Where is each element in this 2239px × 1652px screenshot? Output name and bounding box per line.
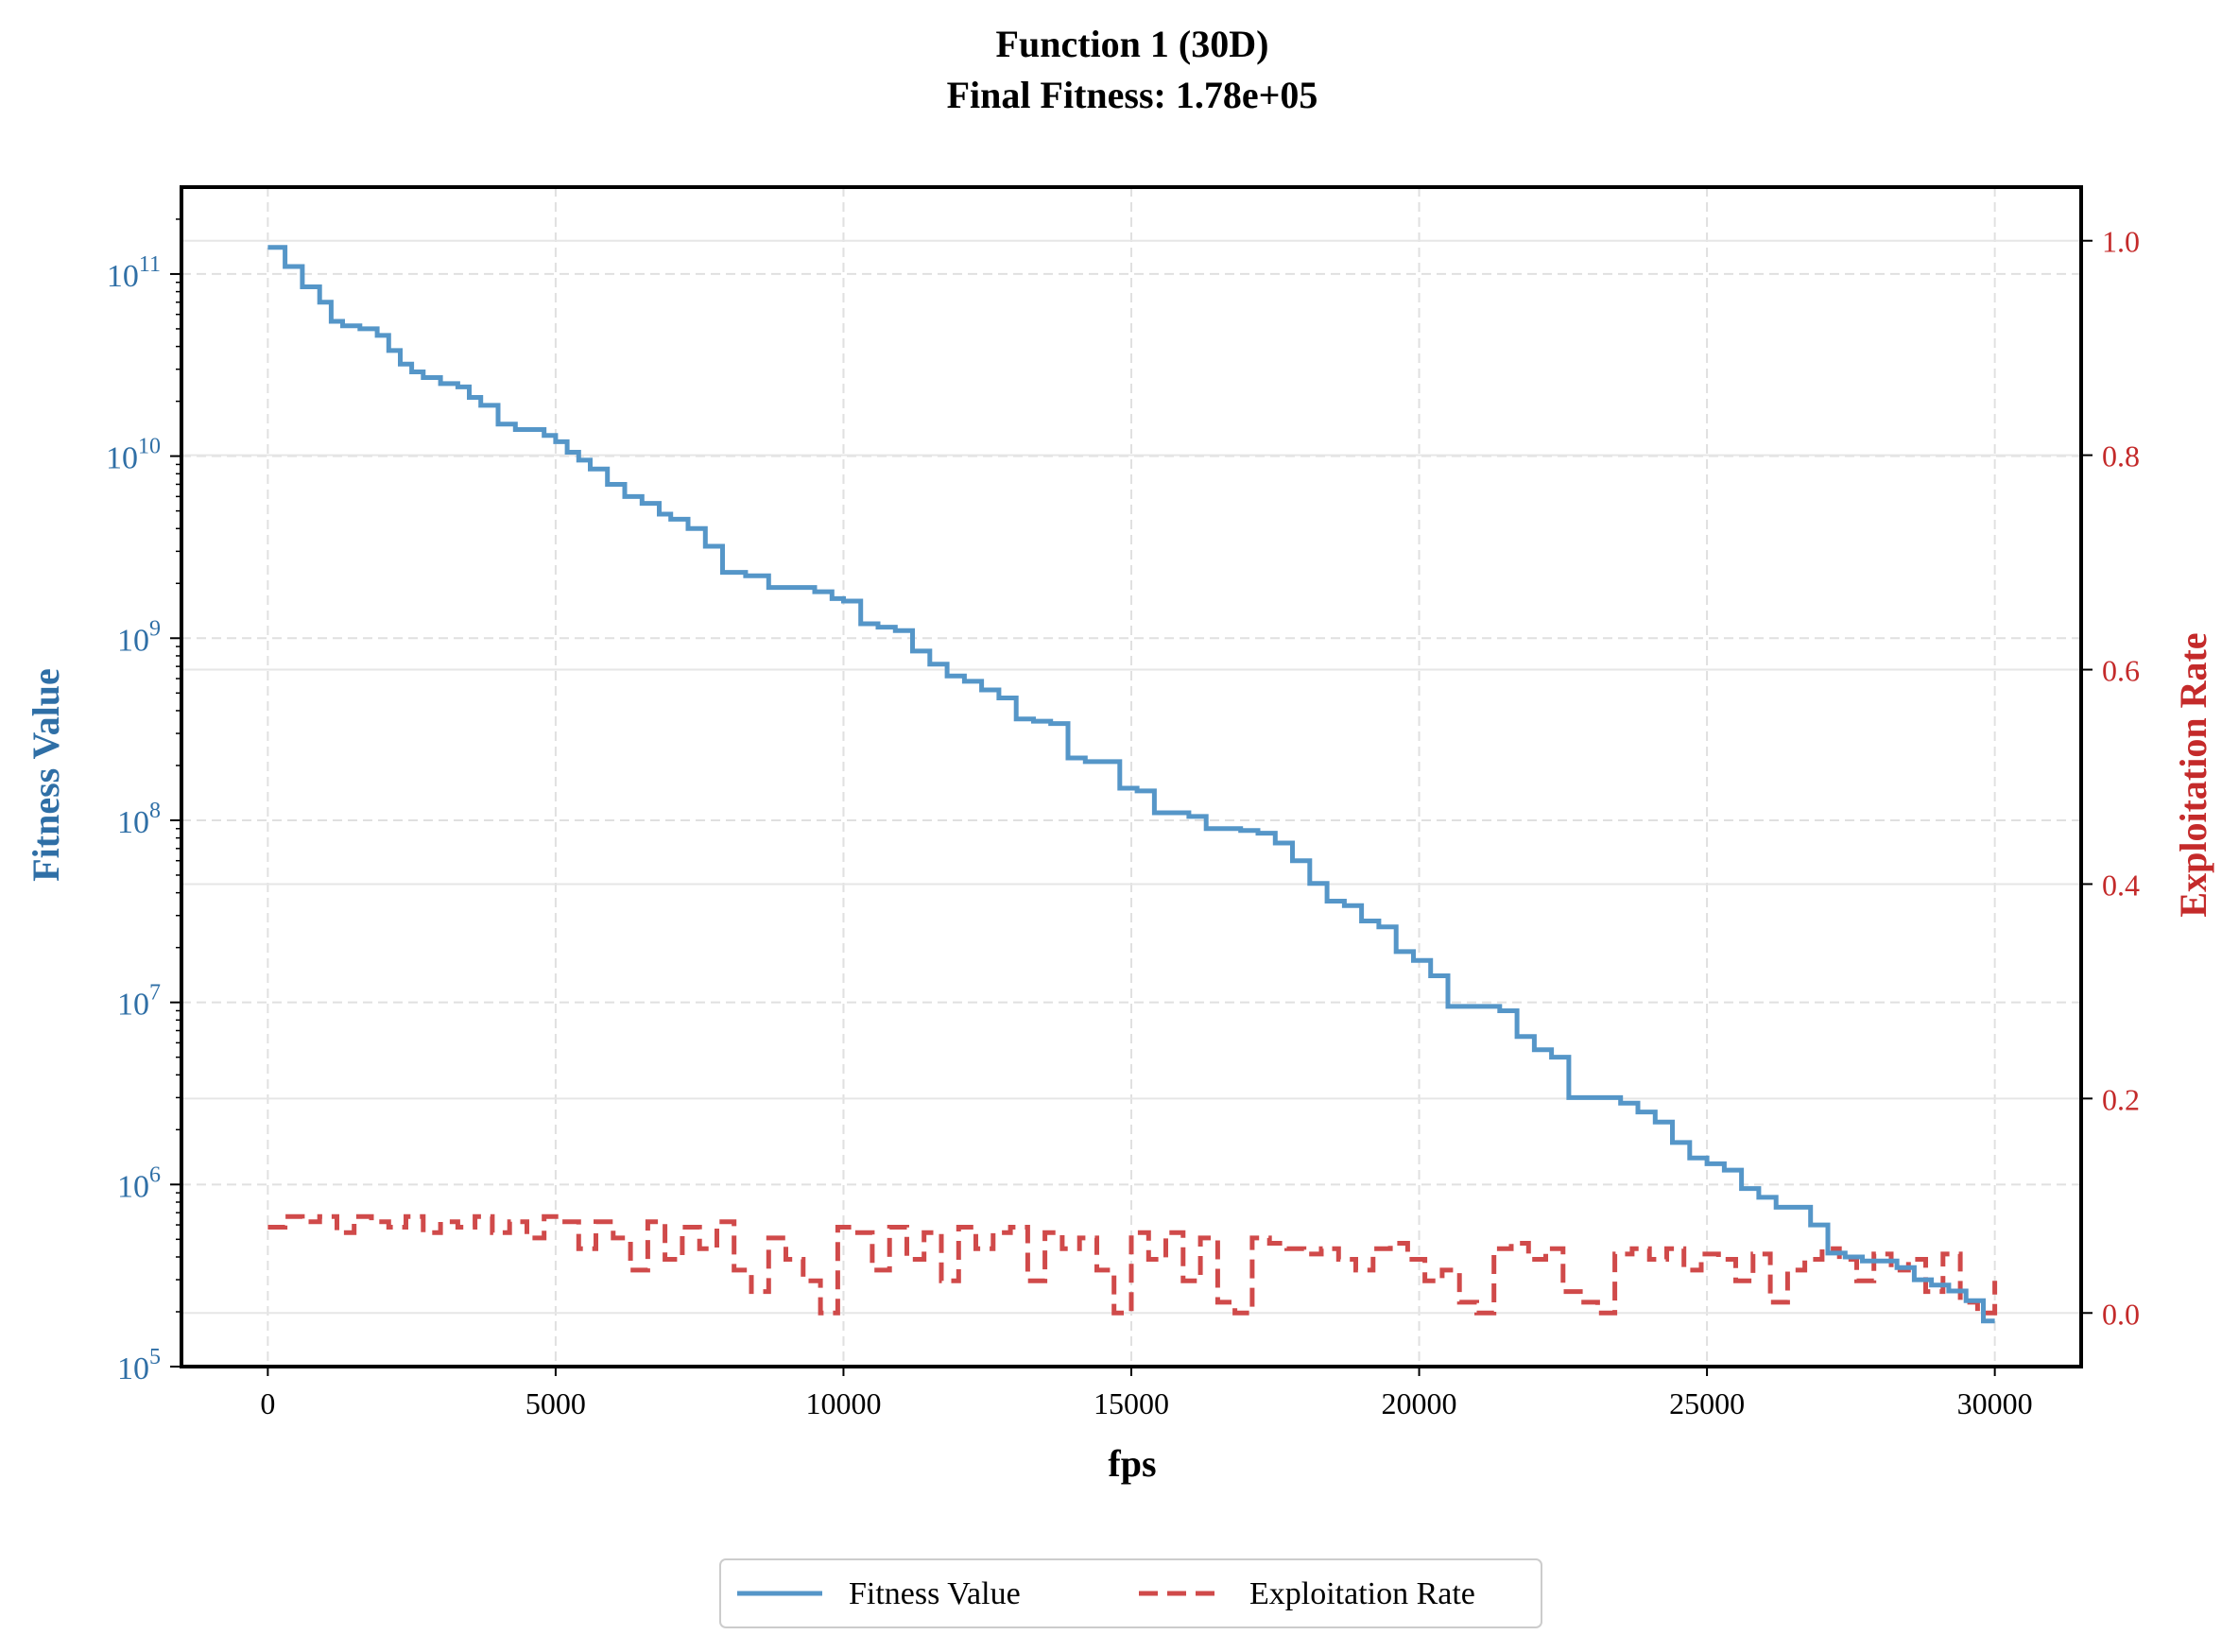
chart-title: Function 1 (30D)	[996, 23, 1269, 65]
series-lines	[267, 245, 1998, 1324]
x-tick-label: 30000	[1957, 1386, 2033, 1420]
x-tick-label: 5000	[525, 1386, 586, 1420]
legend-exploitation-label: Exploitation Rate	[1249, 1576, 1475, 1611]
right-tick-label: 0.2	[2102, 1082, 2140, 1116]
x-tick-label: 25000	[1669, 1386, 1745, 1420]
x-axis-label: fps	[1108, 1442, 1156, 1485]
left-axis-label: Fitness Value	[25, 668, 67, 882]
left-tick-label: 105	[117, 1345, 161, 1386]
right-tick-label: 0.4	[2102, 868, 2140, 902]
x-tick-label: 0	[260, 1386, 275, 1420]
grid-lines	[181, 187, 2081, 1368]
legend: Fitness Value Exploitation Rate	[719, 1558, 1542, 1628]
right-axis-label: Exploitation Rate	[2172, 632, 2214, 917]
right-tick-label: 0.0	[2102, 1297, 2140, 1331]
x-tick-label: 10000	[805, 1386, 881, 1420]
x-tick-label: 15000	[1094, 1386, 1169, 1420]
legend-box	[719, 1558, 1542, 1628]
right-tick-label: 0.6	[2102, 654, 2140, 688]
legend-fitness-label: Fitness Value	[849, 1576, 1021, 1611]
exploitation-rate-line	[267, 1213, 1998, 1316]
left-tick-label: 109	[117, 616, 161, 658]
axes: 0 5000 10000 15000 20000 25000 30000 105 106 107 1…	[106, 218, 2140, 1420]
left-tick-label: 1010	[106, 435, 161, 476]
left-tick-label: 106	[117, 1162, 161, 1204]
right-tick-label: 0.8	[2102, 439, 2140, 473]
left-tick-label: 1011	[107, 252, 161, 294]
left-tick-label: 107	[117, 981, 161, 1023]
chart-subtitle: Final Fitness: 1.78e+05	[947, 74, 1318, 116]
fitness-value-line	[267, 245, 1995, 1324]
right-tick-label: 1.0	[2102, 225, 2140, 259]
left-tick-label: 108	[117, 799, 161, 840]
x-tick-label: 20000	[1382, 1386, 1457, 1420]
